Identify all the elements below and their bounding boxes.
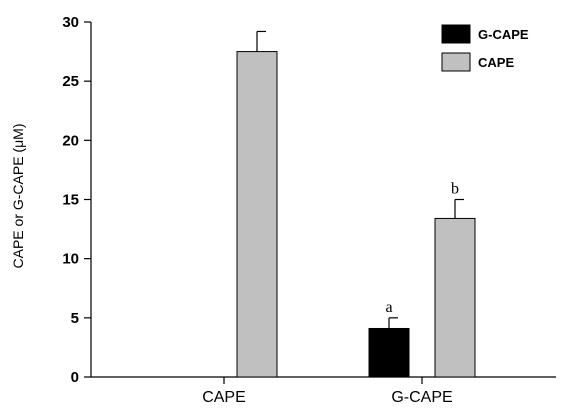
y-tick-label: 30 — [62, 14, 79, 31]
bar — [236, 51, 278, 378]
x-tick-label: G-CAPE — [391, 389, 452, 406]
y-axis-label: CAPE or G-CAPE (μM) — [10, 124, 26, 269]
significance-label: a — [385, 299, 392, 316]
plot-area: 0 5 10 15 20 25 30 CAPE G-CAPE a b G-CAPE CAPE — [62, 14, 556, 406]
y-tick-label: 10 — [62, 251, 79, 268]
legend-label: CAPE — [478, 55, 514, 70]
bar — [368, 327, 410, 378]
y-tick-label: 20 — [62, 132, 79, 149]
x-tick-label: CAPE — [202, 389, 246, 406]
y-tick-label: 15 — [62, 192, 79, 209]
y-tick-label: 25 — [62, 73, 79, 90]
legend-swatch — [441, 24, 471, 44]
legend-label: G-CAPE — [478, 27, 529, 42]
bar — [434, 217, 476, 378]
significance-label: b — [451, 181, 459, 198]
legend-swatch — [441, 52, 471, 72]
y-tick-label: 5 — [71, 310, 79, 327]
y-tick-label: 0 — [71, 369, 79, 386]
